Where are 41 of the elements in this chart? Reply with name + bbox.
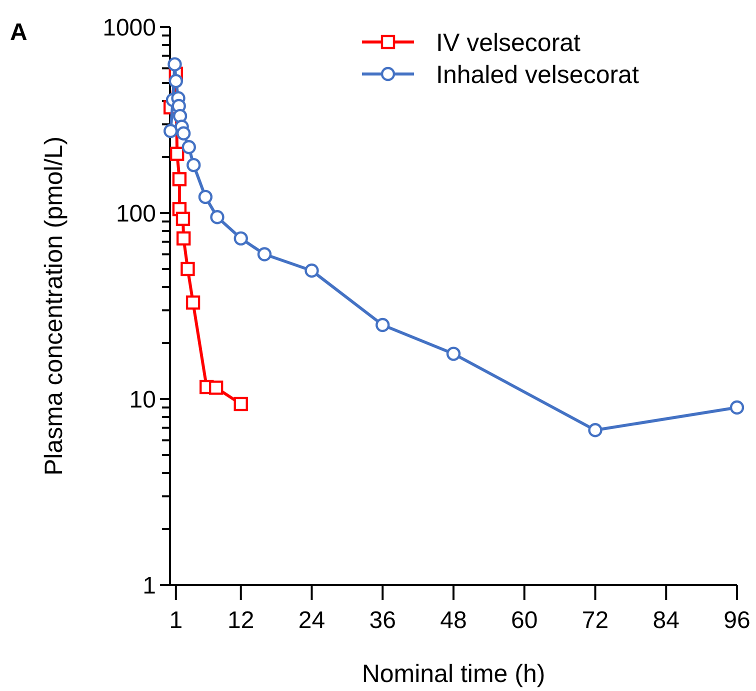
point [210, 210, 224, 224]
x-tick-label: 12 [228, 607, 254, 634]
x-tick-label: 84 [652, 607, 680, 634]
legend-label: Inhaled velsecorat [436, 60, 639, 89]
x-tick-label: 72 [582, 607, 609, 634]
point [176, 212, 190, 226]
point [234, 231, 248, 246]
point [170, 146, 184, 161]
point [304, 264, 319, 278]
point [376, 318, 390, 332]
point [163, 124, 178, 138]
y-tick-label: 10 [129, 386, 156, 414]
point [730, 400, 744, 415]
point [208, 380, 224, 395]
x-tick-label: 60 [511, 607, 538, 634]
point [176, 231, 191, 246]
x-tick-label: 24 [298, 607, 326, 634]
point [234, 396, 248, 412]
point [186, 295, 200, 310]
x-axis-title: Nominal time (h) [362, 660, 546, 688]
point [446, 346, 461, 361]
y-axis-title: Plasma concentration (pmol/L) [40, 136, 68, 476]
text: A [10, 19, 28, 46]
point [186, 158, 201, 172]
x-tick-label: 96 [724, 607, 750, 634]
legend-label: IV velsecorat [436, 28, 581, 57]
y-tick-label: 100 [116, 200, 156, 228]
y-tick-label: 1 [142, 572, 156, 600]
x-tick-label: 36 [369, 607, 396, 634]
x-tick-label: 1 [169, 607, 183, 634]
point [172, 172, 187, 186]
point [168, 57, 182, 72]
point [176, 126, 191, 140]
point [257, 247, 272, 262]
x-tick-label: 48 [440, 607, 467, 634]
point [168, 74, 184, 88]
point [198, 190, 213, 204]
y-tick-label: 1000 [102, 14, 156, 42]
point [180, 262, 195, 276]
point [182, 140, 196, 154]
point [588, 423, 602, 438]
